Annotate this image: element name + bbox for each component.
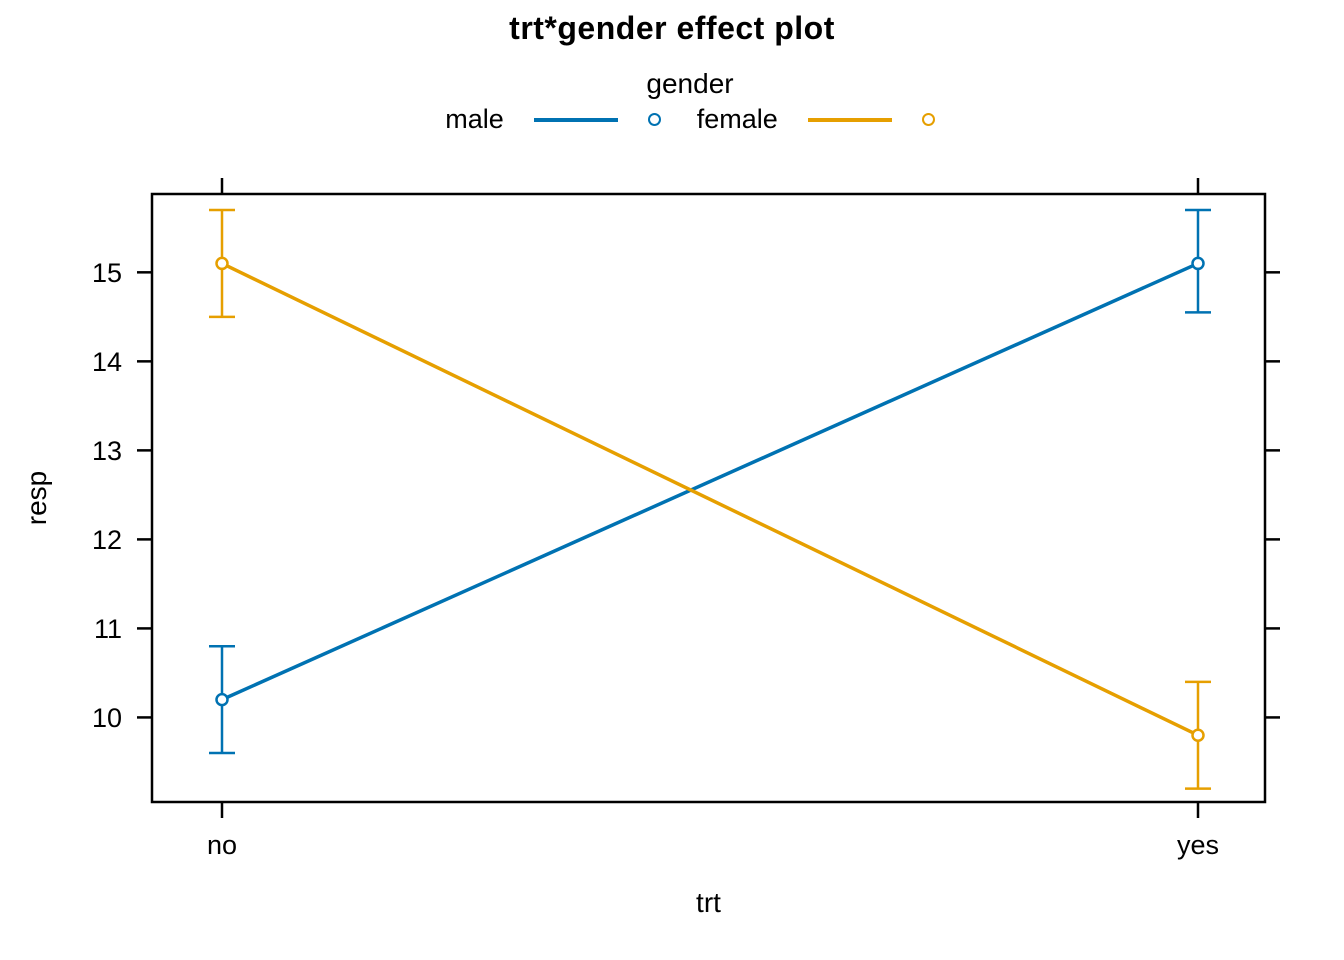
plot-border [150,192,1267,804]
x-axis-title: trt [696,887,721,918]
legend-item-male: male [445,106,661,133]
y-axis-tick-label: 13 [92,436,122,466]
legend: male female [18,106,1344,133]
y-axis-title: resp [21,471,52,525]
legend-title: gender [646,68,734,99]
x-axis-tick-label: yes [1177,830,1219,860]
y-axis-tick-label: 10 [92,703,122,733]
series-line-male [221,261,1199,702]
legend-label-female: female [696,104,778,134]
y-axis-tick-label: 11 [94,614,122,644]
legend-label-male: male [445,104,504,134]
x-axis-tick-label: no [207,830,237,860]
y-axis-tick-label: 14 [92,347,122,377]
legend-item-female: female [697,106,935,133]
data-point-female-yes [1191,728,1205,742]
y-axis-tick-label: 15 [92,258,122,288]
open-circle-icon [647,113,661,126]
series-line-female [221,261,1199,737]
y-axis-tick-label: 12 [92,525,122,555]
legend-line-swatch-female [807,117,892,122]
legend-line-swatch-male [533,117,618,122]
data-point-male-yes [1191,256,1205,271]
chart-title: trt*gender effect plot [509,10,835,46]
open-circle-icon [921,113,935,126]
data-point-male-no [215,692,229,707]
data-point-female-no [215,256,229,271]
